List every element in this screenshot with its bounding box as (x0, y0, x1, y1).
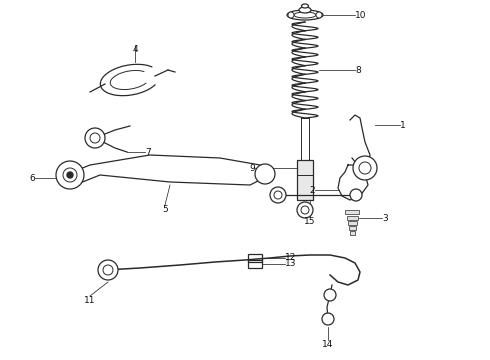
Bar (349, 231, 354, 235)
Text: 6: 6 (29, 174, 35, 183)
Text: 8: 8 (355, 66, 361, 75)
Text: 15: 15 (304, 217, 316, 226)
Circle shape (353, 156, 377, 180)
Circle shape (270, 187, 286, 203)
Circle shape (301, 206, 309, 214)
Bar (346, 216, 358, 220)
Bar (297, 160, 313, 200)
Text: 11: 11 (84, 296, 96, 305)
Circle shape (297, 202, 313, 218)
Text: 13: 13 (285, 260, 296, 269)
Circle shape (316, 12, 322, 18)
Circle shape (322, 313, 334, 325)
Circle shape (85, 128, 105, 148)
Text: 1: 1 (400, 121, 406, 130)
Circle shape (324, 289, 336, 301)
Ellipse shape (294, 12, 316, 18)
Bar (248, 254, 262, 262)
Text: 14: 14 (322, 340, 334, 349)
Circle shape (56, 161, 84, 189)
Ellipse shape (299, 7, 311, 13)
Circle shape (67, 172, 73, 178)
Text: 10: 10 (355, 10, 367, 19)
Circle shape (359, 162, 371, 174)
Bar (348, 226, 356, 230)
Bar (347, 221, 357, 225)
Bar (345, 210, 359, 214)
Text: 5: 5 (162, 205, 168, 214)
Text: 9: 9 (249, 163, 255, 172)
Text: 2: 2 (309, 185, 315, 194)
Circle shape (98, 260, 118, 280)
Circle shape (255, 164, 275, 184)
Circle shape (350, 189, 362, 201)
Text: 4: 4 (132, 45, 138, 54)
Text: 7: 7 (145, 148, 151, 157)
Circle shape (288, 12, 294, 18)
Bar (248, 260, 262, 268)
Circle shape (103, 265, 113, 275)
Circle shape (63, 168, 77, 182)
Ellipse shape (287, 10, 323, 20)
Ellipse shape (301, 4, 309, 8)
Circle shape (274, 191, 282, 199)
Text: 12: 12 (285, 253, 296, 262)
Text: 3: 3 (382, 213, 388, 222)
Circle shape (90, 133, 100, 143)
